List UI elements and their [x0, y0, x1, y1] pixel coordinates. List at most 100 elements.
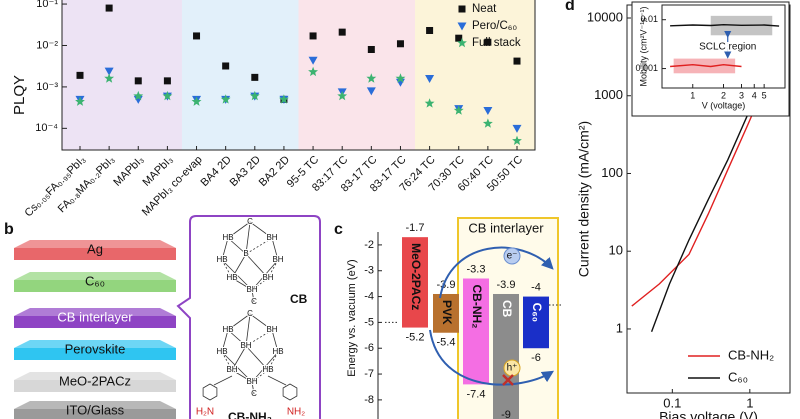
atom-label: BH [246, 377, 257, 386]
layer-front [14, 348, 176, 360]
bond [251, 369, 269, 383]
layer-label: CB interlayer [57, 309, 133, 324]
y-tick-label: 0.01 [640, 14, 658, 24]
marker-star [249, 90, 260, 101]
level-label: -7.4 [467, 388, 486, 400]
bond [267, 259, 279, 279]
atom-label: BH [240, 341, 251, 350]
bond [245, 237, 273, 255]
y-tick-label: -5 [364, 316, 374, 328]
level-label: -4 [531, 281, 541, 293]
atom-label: BH [266, 233, 277, 242]
phenyl [282, 383, 298, 401]
energy-bar [402, 237, 428, 328]
bond [227, 313, 251, 331]
bond [221, 237, 229, 261]
marker-star [308, 66, 318, 77]
layer-label: Ag [87, 241, 103, 256]
marker-star [162, 90, 173, 101]
panel-letter: d [565, 0, 575, 14]
molecule-frame [176, 215, 321, 419]
x-tick-label: 3 [739, 90, 744, 100]
hole-label: h⁺ [507, 363, 518, 374]
layer-top [14, 401, 176, 409]
layer-front [14, 280, 176, 292]
y-axis-label: Current density (mA/cm²) [576, 121, 592, 277]
atom-label: C [247, 309, 253, 318]
y-tick-label: -2 [364, 239, 374, 251]
molecule-name: CB-NH₂ [228, 410, 272, 419]
layer-top [14, 240, 176, 248]
background-band [298, 0, 416, 150]
bond [251, 289, 255, 303]
layer-top [14, 272, 176, 280]
y-tick-label: 10⁻¹ [36, 0, 58, 10]
marker-triangle [366, 87, 376, 96]
y-tick-label: 1000 [594, 87, 623, 102]
x-tick-label: MAPbI₃ [111, 154, 146, 189]
inset-annotation: SCLC region [699, 42, 756, 53]
energy-bar [433, 293, 459, 333]
bond [249, 221, 273, 239]
atom-label: BH [266, 325, 277, 334]
y-tick-label: -8 [364, 394, 374, 406]
level-label: -3.9 [497, 279, 516, 291]
bond [271, 329, 279, 353]
legend-label: C₆₀ [728, 369, 748, 384]
level-label: -9 [501, 409, 511, 419]
level-label: -6 [531, 352, 541, 364]
panel-title: CB interlayer [468, 220, 544, 235]
y-axis-label: Mobility (cm²V⁻¹s⁻¹) [638, 7, 648, 87]
bond [245, 345, 269, 371]
marker-square [338, 28, 346, 36]
x-tick-label: 4 [752, 90, 757, 100]
atom-label: C [251, 389, 257, 398]
panel-letter: b [4, 221, 14, 238]
marker-star [337, 90, 348, 101]
x-tick-label: 0.1 [663, 395, 681, 410]
atom-label: HB [222, 233, 233, 242]
marker-star [75, 96, 85, 106]
x-axis-label: V (voltage) [702, 100, 746, 110]
x-tick-label: 1 [746, 395, 753, 410]
marker-star [482, 118, 493, 128]
atom-label: HB [272, 347, 283, 356]
material-label: CB-NH₂ [470, 284, 484, 328]
layer-front [14, 316, 176, 328]
marker-star [191, 96, 202, 106]
bond [267, 375, 287, 386]
marker-square [484, 38, 492, 46]
y-tick-label: 0.001 [635, 63, 658, 73]
marker-star [453, 105, 464, 115]
marker-square [367, 45, 375, 53]
energy-bar [463, 278, 489, 385]
atom-label: BH [246, 285, 257, 294]
y-axis-label: PLQY [11, 75, 28, 115]
legend-label: Pero/C₆₀ [472, 20, 517, 32]
marker-square [426, 26, 434, 34]
marker-square [163, 77, 171, 85]
marker-square [513, 57, 521, 65]
bond [227, 237, 247, 255]
layer-label: Perovskite [65, 341, 126, 356]
molecule-name: CB [290, 292, 308, 306]
bond [271, 237, 279, 261]
y-tick-label: 10⁻⁴ [35, 122, 58, 134]
y-tick-label: 10 [609, 243, 623, 258]
marker-square [193, 32, 201, 40]
atom-label: BH [262, 273, 273, 282]
bond [227, 329, 247, 347]
marker-star [424, 98, 435, 108]
atom-label: HB [216, 347, 227, 356]
marker-square [455, 34, 463, 42]
material-label: C₆₀ [530, 303, 544, 323]
legend-label: Neat [472, 3, 497, 15]
bond [231, 345, 247, 371]
atom-label: HB [216, 255, 227, 264]
marker-triangle [483, 106, 493, 115]
energy-bar [523, 296, 549, 349]
electron-arrow [439, 246, 554, 299]
y-tick-label: 10⁻² [36, 39, 58, 51]
